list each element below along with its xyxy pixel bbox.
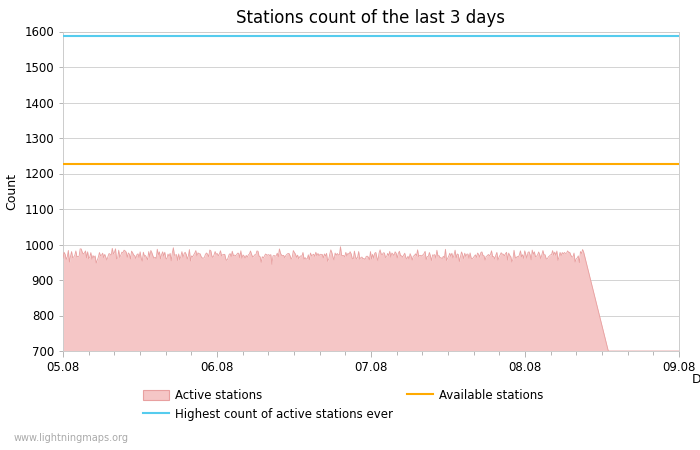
Legend: Active stations, Highest count of active stations ever, Available stations: Active stations, Highest count of active… bbox=[143, 389, 543, 421]
Y-axis label: Count: Count bbox=[6, 173, 19, 210]
Title: Stations count of the last 3 days: Stations count of the last 3 days bbox=[237, 9, 505, 27]
Text: www.lightningmaps.org: www.lightningmaps.org bbox=[14, 433, 129, 443]
Text: Day: Day bbox=[692, 374, 700, 387]
